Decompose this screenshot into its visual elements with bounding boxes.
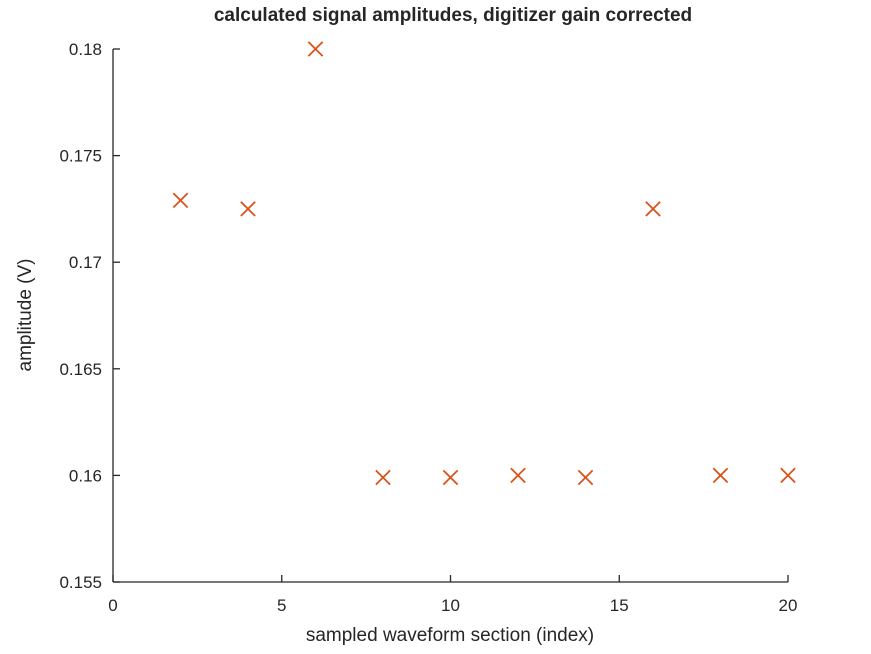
y-tick-label: 0.165 — [59, 360, 102, 379]
y-ticks: 0.155 0.16 0.165 0.17 0.175 0.18 — [59, 40, 120, 592]
y-tick-label: 0.17 — [69, 253, 102, 272]
data-point — [172, 192, 189, 209]
data-markers — [172, 41, 796, 486]
x-ticks: 0 5 10 15 20 — [108, 575, 797, 615]
y-tick-label: 0.175 — [59, 147, 102, 166]
data-point — [442, 469, 459, 486]
x-tick-label: 0 — [108, 596, 117, 615]
chart-title: calculated signal amplitudes, digitizer … — [214, 5, 692, 26]
y-axis-label: amplitude (V) — [15, 259, 36, 372]
y-tick-label: 0.16 — [69, 466, 102, 485]
data-point — [307, 41, 324, 57]
y-tick-label: 0.18 — [69, 40, 102, 59]
data-point — [375, 469, 391, 486]
data-point — [645, 201, 661, 217]
x-axis-label: sampled waveform section (index) — [306, 625, 594, 646]
plot-axes — [112, 49, 788, 583]
data-point — [510, 467, 526, 484]
data-point — [577, 469, 594, 486]
y-tick-label: 0.155 — [59, 573, 102, 592]
data-point — [712, 467, 729, 484]
data-point — [240, 201, 256, 217]
x-tick-label: 10 — [441, 596, 460, 615]
x-tick-label: 15 — [610, 596, 629, 615]
x-tick-label: 20 — [779, 596, 798, 615]
data-point — [780, 467, 796, 484]
x-tick-label: 5 — [277, 596, 286, 615]
